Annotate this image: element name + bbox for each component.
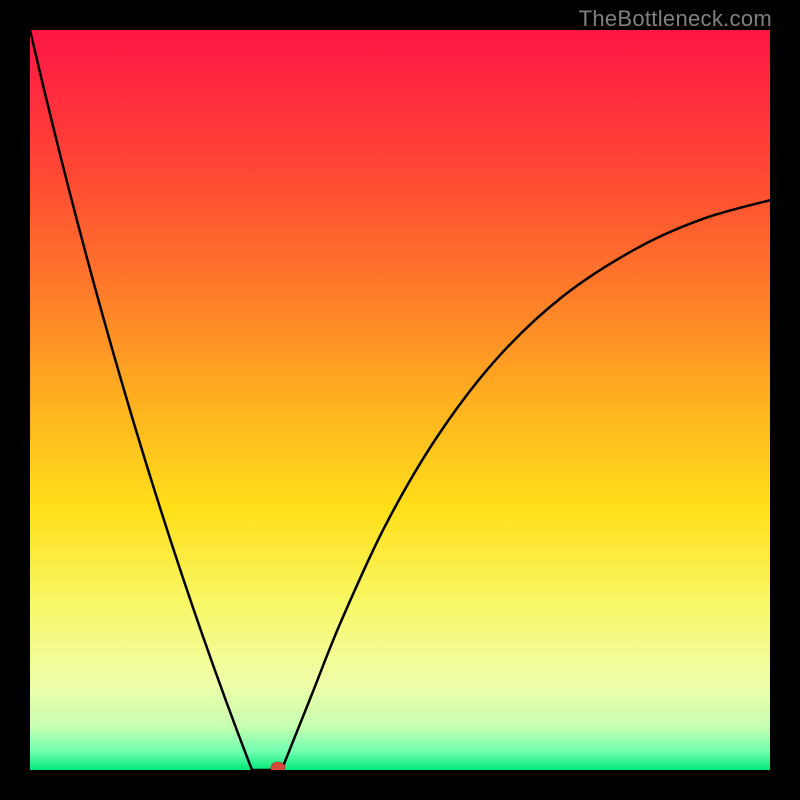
watermark-text: TheBottleneck.com [579, 6, 772, 32]
gradient-background [30, 30, 770, 770]
bottleneck-curve-chart [30, 30, 770, 770]
chart-frame: TheBottleneck.com [0, 0, 800, 800]
